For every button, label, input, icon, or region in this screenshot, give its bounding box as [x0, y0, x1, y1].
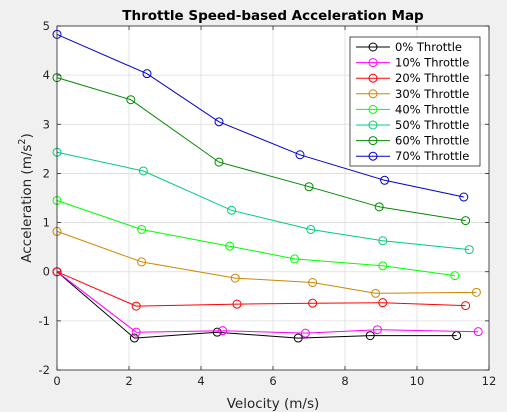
- series-6-point-3: [304, 182, 314, 192]
- series-line-0: [56, 271, 457, 339]
- series-4-point-2: [225, 241, 235, 251]
- series-0-point-4: [365, 331, 375, 341]
- legend-label-6: 60% Throttle: [395, 134, 469, 148]
- series-6-point-5: [461, 216, 471, 226]
- y-axis-label-superscript: 2: [17, 139, 28, 145]
- y-axis-label-close: ): [19, 133, 35, 138]
- series-7-point-5: [459, 192, 469, 202]
- series-line-1: [56, 271, 479, 334]
- series-4-point-3: [290, 254, 300, 264]
- series-4: [52, 195, 460, 281]
- series-3-point-1: [137, 257, 147, 267]
- y-tick-label-4: 2: [43, 166, 50, 180]
- series-4-point-1: [137, 224, 147, 234]
- y-tick-label-3: 1: [43, 216, 50, 230]
- x-tick-label-5: 10: [410, 374, 425, 388]
- series-3: [52, 226, 481, 298]
- series-2-point-3: [308, 298, 318, 308]
- series-1-point-3: [300, 328, 310, 338]
- y-axis-label: Acceleration (m/s2): [17, 133, 35, 263]
- series-5-point-4: [378, 236, 388, 246]
- series-3-point-2: [230, 273, 240, 283]
- legend-marker-2: [368, 73, 378, 83]
- series-7-point-2: [214, 117, 224, 127]
- series-5-point-3: [306, 224, 316, 234]
- series-2-point-4: [378, 298, 388, 308]
- legend-marker-4: [368, 104, 378, 114]
- series-6-point-4: [374, 202, 384, 212]
- series-6-point-2: [214, 157, 224, 167]
- series-2-point-1: [131, 301, 141, 311]
- legend-label-0: 0% Throttle: [395, 40, 462, 54]
- y-tick-label-5: 3: [43, 117, 50, 131]
- legend-marker-6: [368, 136, 378, 146]
- legend-marker-0: [368, 42, 378, 52]
- series-line-7: [56, 33, 464, 198]
- legend-marker-5: [368, 120, 378, 130]
- series-2-point-5: [461, 301, 471, 311]
- series-0-point-3: [293, 333, 303, 343]
- series-5-point-2: [227, 205, 237, 215]
- x-tick-label-0: 0: [53, 374, 60, 388]
- series-line-4: [56, 200, 455, 277]
- y-tick-label-0: -2: [39, 363, 50, 377]
- legend-marker-3: [368, 89, 378, 99]
- series-7: [52, 29, 469, 202]
- series-line-3: [56, 230, 477, 294]
- series-line-6: [56, 77, 466, 222]
- legend-label-7: 70% Throttle: [395, 149, 469, 163]
- series-1-point-2: [218, 326, 228, 336]
- series-0-point-1: [129, 333, 139, 343]
- y-tick-label-1: -1: [39, 314, 50, 328]
- x-tick-label-1: 2: [125, 374, 132, 388]
- series-4-point-4: [378, 261, 388, 271]
- y-tick-label-2: 0: [43, 265, 50, 279]
- x-tick-label-3: 6: [269, 374, 276, 388]
- x-tick-label-2: 4: [197, 374, 204, 388]
- series-1-point-1: [131, 327, 141, 337]
- series-line-2: [56, 271, 466, 307]
- legend-marker-1: [368, 58, 378, 68]
- x-axis-label: Velocity (m/s): [227, 396, 320, 412]
- series-7-point-4: [380, 175, 390, 185]
- series-5-point-5: [464, 245, 474, 255]
- legend-label-2: 20% Throttle: [395, 71, 469, 85]
- series-5-point-1: [138, 166, 148, 176]
- x-tick-label-4: 8: [341, 374, 348, 388]
- series-1-point-4: [372, 325, 382, 335]
- series-1-point-5: [473, 327, 483, 337]
- series-7-point-3: [295, 150, 305, 160]
- series-2-point-2: [232, 299, 242, 309]
- y-axis-label-text: Acceleration (m/s: [19, 145, 35, 263]
- series-line-5: [56, 151, 470, 251]
- series-6-point-1: [126, 95, 136, 105]
- x-tick-label-6: 12: [482, 374, 497, 388]
- legend-marker-7: [368, 151, 378, 161]
- chart-title: Throttle Speed-based Acceleration Map: [122, 8, 424, 24]
- legend-label-1: 10% Throttle: [395, 56, 469, 70]
- y-tick-label-7: 5: [43, 19, 50, 33]
- series-3-point-5: [471, 287, 481, 297]
- series-7-point-1: [142, 69, 152, 79]
- series-3-point-4: [371, 288, 381, 298]
- series-4-point-5: [450, 271, 460, 281]
- series-3-point-3: [308, 278, 318, 288]
- legend-label-5: 50% Throttle: [395, 118, 469, 132]
- legend-label-4: 40% Throttle: [395, 102, 469, 116]
- y-tick-label-6: 4: [43, 68, 50, 82]
- series-0-point-2: [212, 327, 222, 337]
- legend-label-3: 30% Throttle: [395, 87, 469, 101]
